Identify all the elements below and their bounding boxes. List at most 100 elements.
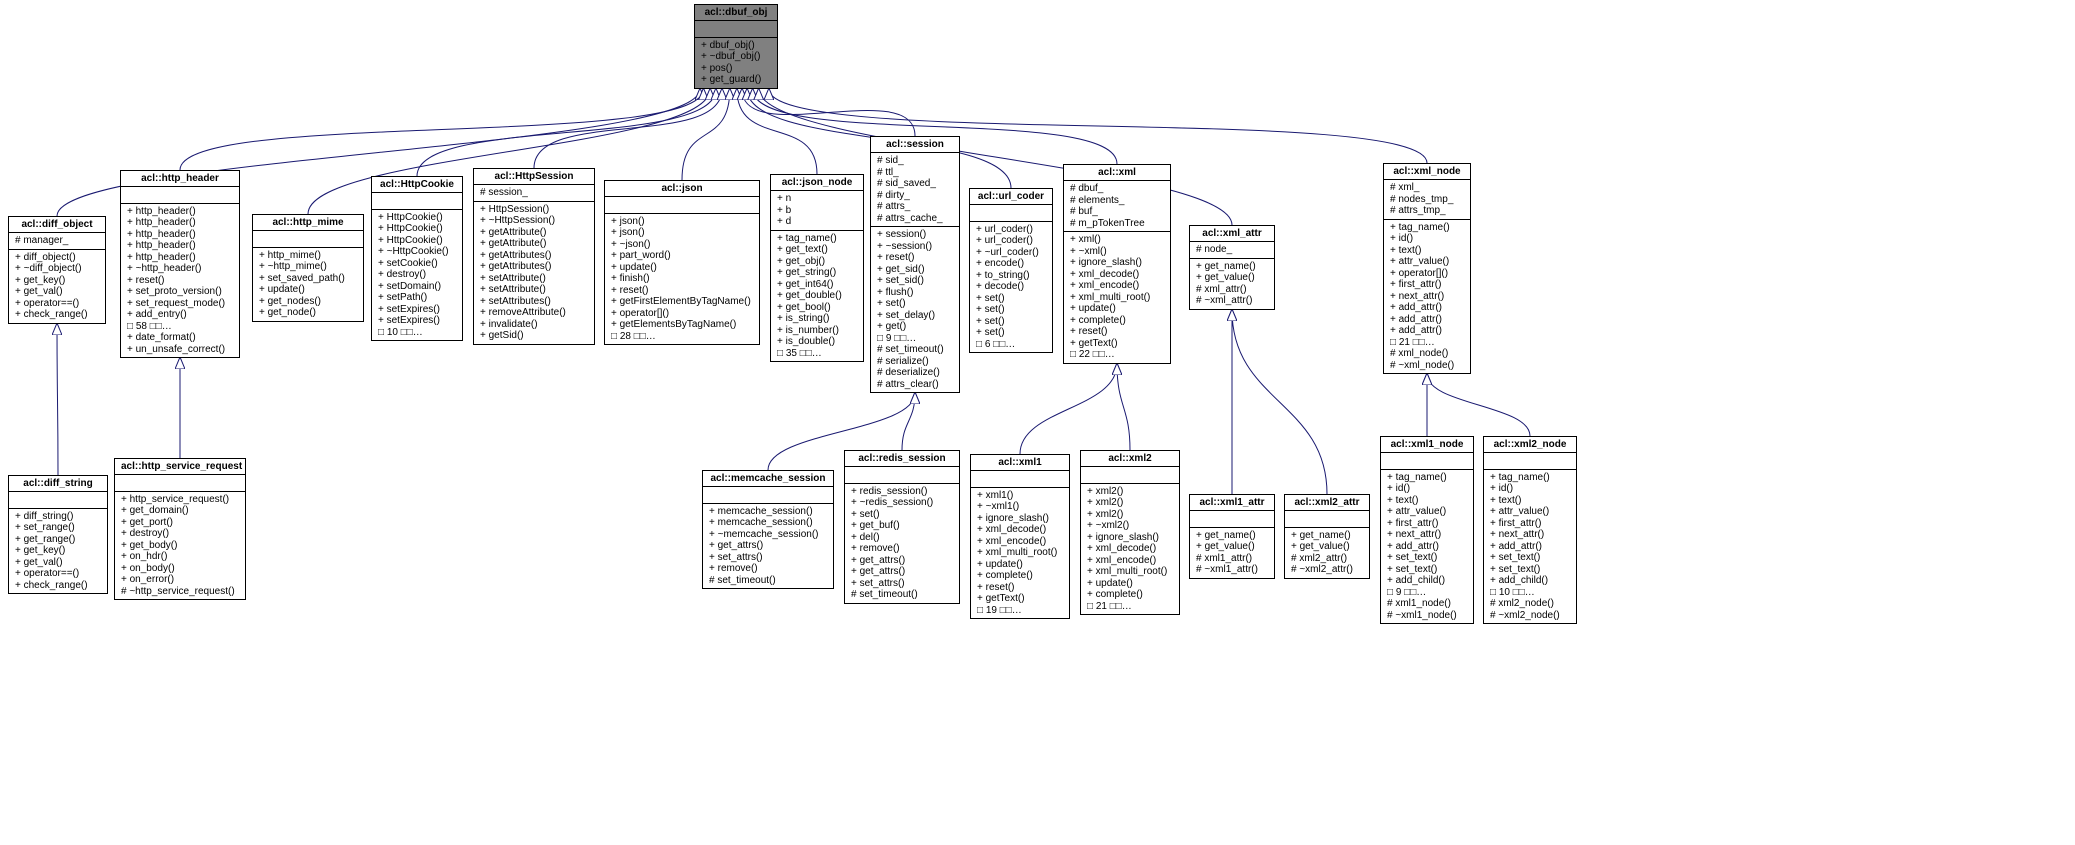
member-row: + ignore_slash()	[1070, 257, 1164, 269]
methods-section: + xml2()+ xml2()+ xml2()+ ~xml2()+ ignor…	[1081, 484, 1179, 615]
class-title: acl::xml	[1064, 165, 1170, 181]
member-row: + encode()	[976, 258, 1046, 270]
inheritance-edge	[534, 89, 722, 168]
member-row: + xml_encode()	[1070, 280, 1164, 292]
member-row: # ttl_	[877, 167, 953, 179]
class-xml_node[interactable]: acl::xml_node# xml_# nodes_tmp_# attrs_t…	[1383, 163, 1471, 374]
member-row: + update()	[259, 284, 357, 296]
class-xml1_node[interactable]: acl::xml1_node + tag_name()+ id()+ text(…	[1380, 436, 1474, 624]
member-row: + check_range()	[15, 309, 99, 321]
member-row: □ 35 □□…	[777, 348, 857, 360]
methods-section: + diff_object()+ ~diff_object()+ get_key…	[9, 250, 105, 323]
class-redis_session[interactable]: acl::redis_session + redis_session()+ ~r…	[844, 450, 960, 604]
member-row: + pos()	[701, 63, 771, 75]
member-row: + setExpires()	[378, 304, 456, 316]
member-row: + un_unsafe_correct()	[127, 344, 233, 356]
member-row: # ~xml1_attr()	[1196, 564, 1268, 576]
class-diff_string[interactable]: acl::diff_string + diff_string()+ set_ra…	[8, 475, 108, 594]
class-json[interactable]: acl::json + json()+ json()+ ~json()+ par…	[604, 180, 760, 345]
member-row: + is_string()	[777, 313, 857, 325]
member-row: + add_attr()	[1390, 325, 1464, 337]
member-row: # ~xml2_attr()	[1291, 564, 1363, 576]
methods-section: + http_service_request()+ get_domain()+ …	[115, 492, 245, 600]
class-title: acl::redis_session	[845, 451, 959, 467]
member-row: + is_double()	[777, 336, 857, 348]
class-xml2[interactable]: acl::xml2 + xml2()+ xml2()+ xml2()+ ~xml…	[1080, 450, 1180, 615]
member-row: + id()	[1490, 483, 1570, 495]
class-http_mime[interactable]: acl::http_mime + http_mime()+ ~http_mime…	[252, 214, 364, 322]
inheritance-edge	[1020, 364, 1117, 454]
class-xml2_node[interactable]: acl::xml2_node + tag_name()+ id()+ text(…	[1483, 436, 1577, 624]
class-json_node[interactable]: acl::json_node+ n+ b+ d+ tag_name()+ get…	[770, 174, 864, 362]
methods-section: + tag_name()+ get_text()+ get_obj()+ get…	[771, 231, 863, 362]
member-row: # attrs_	[877, 201, 953, 213]
member-row: + ~dbuf_obj()	[701, 51, 771, 63]
member-row: + getSid()	[480, 330, 588, 342]
class-title: acl::diff_string	[9, 476, 107, 492]
member-row: + on_hdr()	[121, 551, 239, 563]
member-row: + get_key()	[15, 275, 99, 287]
member-row: + get_key()	[15, 545, 101, 557]
class-memcache_session[interactable]: acl::memcache_session + memcache_session…	[702, 470, 834, 589]
member-row: + on_error()	[121, 574, 239, 586]
class-url_coder[interactable]: acl::url_coder + url_coder()+ url_coder(…	[969, 188, 1053, 353]
member-row: + xml2()	[1087, 486, 1173, 498]
member-row: + next_attr()	[1390, 291, 1464, 303]
member-row: + update()	[1087, 578, 1173, 590]
member-row: + getText()	[977, 593, 1063, 605]
member-row: + set()	[877, 298, 953, 310]
member-row: + set()	[976, 304, 1046, 316]
class-http_header[interactable]: acl::http_header + http_header()+ http_h…	[120, 170, 240, 358]
member-row: + add_entry()	[127, 309, 233, 321]
member-row: + set_attrs()	[851, 578, 953, 590]
class-dbuf_obj[interactable]: acl::dbuf_obj + dbuf_obj()+ ~dbuf_obj()+…	[694, 4, 778, 89]
member-row: + text()	[1490, 495, 1570, 507]
attrs-section: + n+ b+ d	[771, 191, 863, 231]
attrs-section: # node_	[1190, 242, 1274, 259]
member-row: + get_attrs()	[851, 566, 953, 578]
member-row: + add_attr()	[1390, 302, 1464, 314]
member-row: + date_format()	[127, 332, 233, 344]
class-session[interactable]: acl::session# sid_# ttl_# sid_saved_# di…	[870, 136, 960, 393]
class-HttpCookie[interactable]: acl::HttpCookie + HttpCookie()+ HttpCook…	[371, 176, 463, 341]
member-row: + remove()	[709, 563, 827, 575]
inheritance-edge	[1117, 364, 1130, 450]
class-xml[interactable]: acl::xml# dbuf_# elements_# buf_# m_pTok…	[1063, 164, 1171, 364]
class-xml1[interactable]: acl::xml1 + xml1()+ ~xml1()+ ignore_slas…	[970, 454, 1070, 619]
member-row: + setAttributes()	[480, 296, 588, 308]
member-row: + get_range()	[15, 534, 101, 546]
member-row: + operator[]()	[611, 308, 753, 320]
member-row: + add_attr()	[1490, 541, 1570, 553]
member-row: # m_pTokenTree	[1070, 218, 1164, 230]
member-row: + json()	[611, 216, 753, 228]
member-row: + update()	[611, 262, 753, 274]
member-row: + xml2()	[1087, 509, 1173, 521]
member-row: # attrs_clear()	[877, 379, 953, 391]
member-row: + setPath()	[378, 292, 456, 304]
methods-section: + xml()+ ~xml()+ ignore_slash()+ xml_dec…	[1064, 232, 1170, 363]
class-diff_object[interactable]: acl::diff_object# manager_+ diff_object(…	[8, 216, 106, 324]
member-row: + HttpSession()	[480, 204, 588, 216]
class-title: acl::HttpSession	[474, 169, 594, 185]
class-xml2_attr[interactable]: acl::xml2_attr + get_name()+ get_value()…	[1284, 494, 1370, 579]
member-row: + reset()	[877, 252, 953, 264]
class-HttpSession[interactable]: acl::HttpSession# session_+ HttpSession(…	[473, 168, 595, 345]
member-row: □ 58 □□…	[127, 321, 233, 333]
member-row: + text()	[1387, 495, 1467, 507]
class-xml1_attr[interactable]: acl::xml1_attr + get_name()+ get_value()…	[1189, 494, 1275, 579]
methods-section: + dbuf_obj()+ ~dbuf_obj()+ pos()+ get_gu…	[695, 38, 777, 88]
class-http_service_request[interactable]: acl::http_service_request + http_service…	[114, 458, 246, 600]
attrs-section	[115, 475, 245, 492]
member-row: # nodes_tmp_	[1390, 194, 1464, 206]
member-row: + set_sid()	[877, 275, 953, 287]
member-row: + xml_encode()	[1087, 555, 1173, 567]
member-row: + set()	[976, 316, 1046, 328]
member-row: + url_coder()	[976, 235, 1046, 247]
member-row: + reset()	[611, 285, 753, 297]
member-row: + ~http_mime()	[259, 261, 357, 273]
attrs-section	[695, 21, 777, 38]
member-row: + diff_object()	[15, 252, 99, 264]
member-row: + getAttributes()	[480, 250, 588, 262]
methods-section: + get_name()+ get_value()# xml_attr()# ~…	[1190, 259, 1274, 309]
class-xml_attr[interactable]: acl::xml_attr# node_+ get_name()+ get_va…	[1189, 225, 1275, 310]
